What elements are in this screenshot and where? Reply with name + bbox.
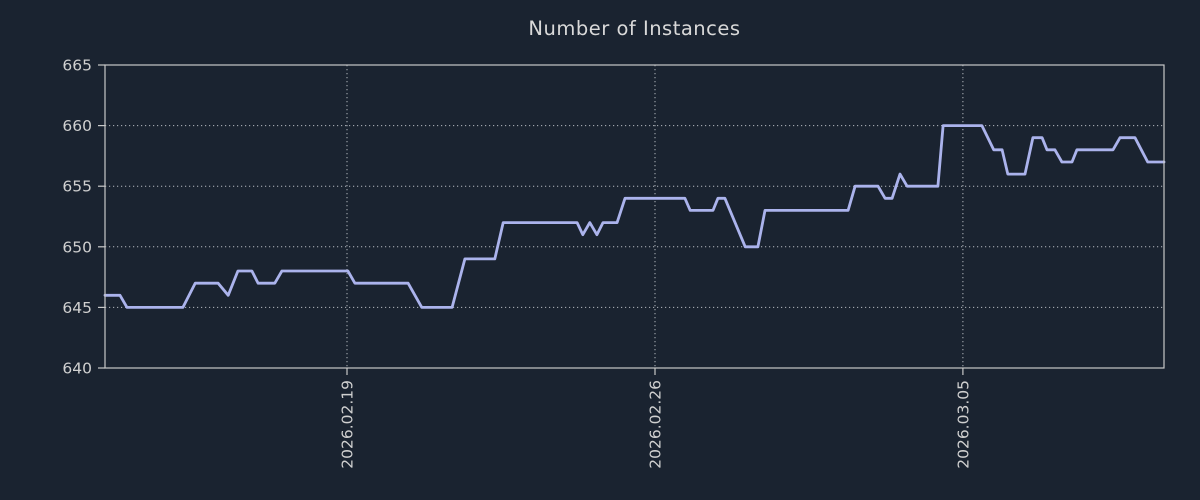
plot-border — [104, 64, 1165, 369]
chart-title: Number of Instances — [528, 17, 741, 40]
x-tick-label: 2026.03.05 — [954, 380, 972, 469]
y-tick-label: 645 — [62, 299, 92, 317]
y-tick-label: 660 — [62, 117, 92, 135]
chart-line-instances — [103, 124, 1166, 309]
y-tick-label: 650 — [62, 238, 92, 256]
y-tick-label: 640 — [62, 360, 92, 378]
x-tick-label: 2026.02.26 — [647, 380, 665, 469]
x-tick-label: 2026.02.19 — [339, 380, 357, 469]
y-tick-label: 655 — [62, 178, 92, 196]
y-tick-label: 665 — [62, 57, 92, 75]
